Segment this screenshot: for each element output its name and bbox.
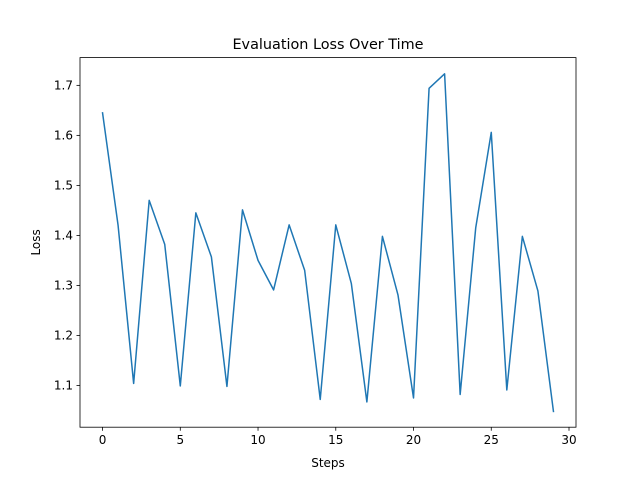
y-tick-label: 1.6 (54, 129, 73, 143)
plot-area (101, 73, 555, 413)
y-tick-label: 1.3 (54, 279, 73, 293)
x-axis-label: Steps (311, 456, 345, 470)
chart-title: Evaluation Loss Over Time (232, 37, 423, 53)
x-tick-label: 5 (176, 433, 184, 447)
y-axis: 1.1 1.2 1.3 1.4 1.5 1.6 1.7 (54, 79, 80, 393)
x-tick-label: 10 (250, 433, 265, 447)
axes-frame (79, 57, 577, 428)
loss-series-line (101, 73, 555, 413)
y-axis-label: Loss (29, 229, 43, 255)
x-tick-label: 30 (561, 433, 576, 447)
y-tick-label: 1.5 (54, 179, 73, 193)
x-tick-label: 15 (328, 433, 343, 447)
y-tick-label: 1.2 (54, 329, 73, 343)
y-tick-label: 1.7 (54, 79, 73, 93)
y-tick-label: 1.4 (54, 229, 73, 243)
x-tick-label: 25 (484, 433, 499, 447)
x-axis: 0 5 10 15 20 25 30 (99, 427, 577, 447)
x-tick-label: 0 (99, 433, 107, 447)
x-tick-label: 20 (406, 433, 421, 447)
y-tick-label: 1.1 (54, 379, 73, 393)
